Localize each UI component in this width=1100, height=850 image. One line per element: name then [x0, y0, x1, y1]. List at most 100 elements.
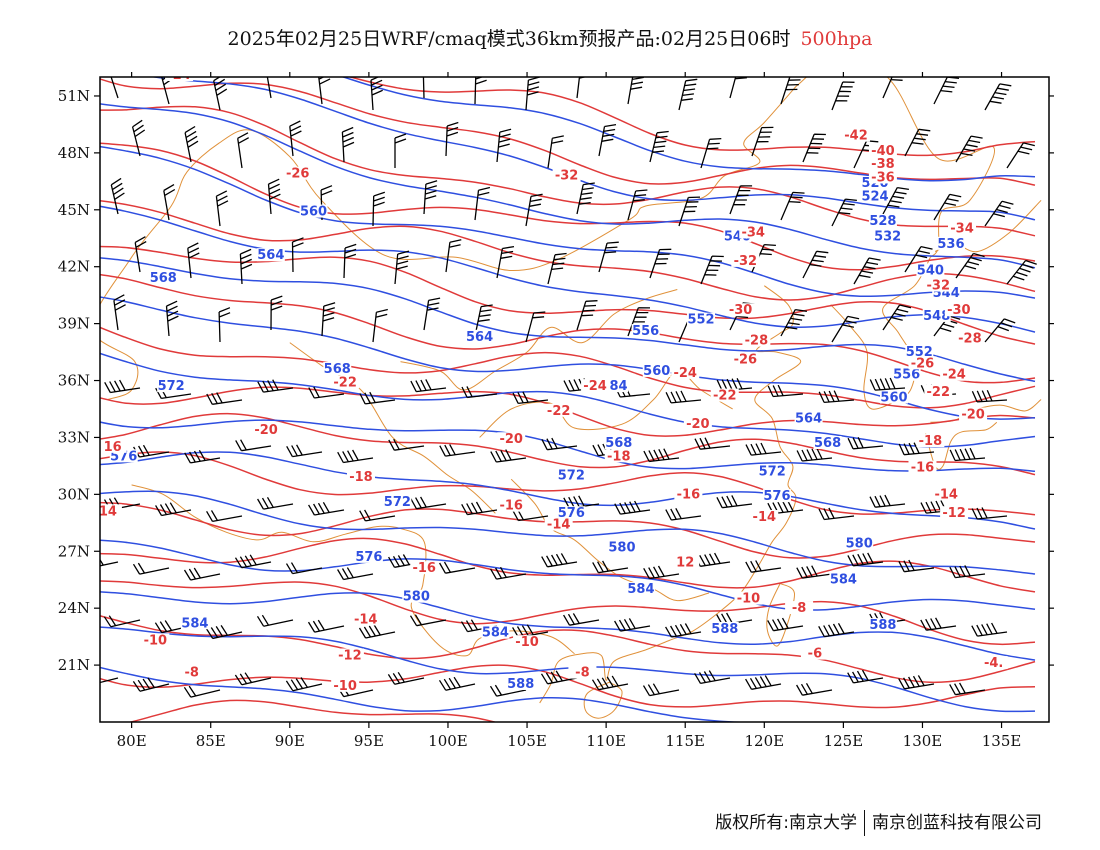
height-label-bg	[465, 329, 494, 343]
wind-barb	[234, 672, 272, 686]
temp-label-bg	[731, 253, 760, 267]
wind-barb	[343, 243, 357, 279]
wind-barb	[267, 178, 281, 215]
wind-barb	[541, 437, 578, 451]
wind-barb	[869, 377, 906, 391]
wind-barb	[614, 500, 651, 515]
height-label-bg	[873, 229, 902, 243]
wind-barb	[257, 496, 294, 510]
temperature-contour-label: -32	[734, 254, 758, 269]
lat-tick-label: 30N	[58, 485, 90, 503]
wind-barb	[614, 618, 651, 632]
wind-barb	[802, 133, 826, 163]
wind-barb	[847, 437, 884, 450]
height-label-bg	[922, 308, 951, 322]
lon-tick-label: 80E	[117, 732, 147, 750]
temperature-contour-label: -12	[942, 506, 966, 521]
temperature-contour	[100, 200, 1036, 301]
wind-barb	[370, 77, 383, 111]
wind-barb	[394, 133, 407, 168]
wind-barb	[949, 682, 986, 696]
height-contour-label: 524	[861, 189, 888, 204]
height-label-bg	[892, 367, 921, 381]
temperature-contour-label: -14	[934, 487, 958, 502]
temp-label-bg	[335, 648, 364, 662]
height-contour	[100, 296, 1036, 420]
height-contour	[100, 257, 1036, 383]
temperature-contour-label: -10	[515, 635, 539, 650]
temperature-contour-label: -24	[673, 366, 697, 381]
height-label-bg	[323, 362, 352, 376]
wind-barb	[388, 554, 425, 568]
temperature-contour	[100, 412, 1036, 476]
wind-barb	[649, 130, 669, 163]
temperature-contour	[100, 580, 1036, 646]
wind-barb	[984, 318, 1016, 343]
wind-barb	[729, 77, 747, 99]
height-contour	[100, 626, 1036, 713]
wind-barb	[780, 308, 807, 337]
lon-tick-label: 120E	[745, 732, 785, 750]
temperature-contour-label: -16	[677, 487, 701, 502]
height-contour-label: 588	[711, 622, 738, 637]
temp-label-bg	[940, 506, 969, 520]
temp-label-bg	[868, 143, 897, 157]
lon-tick-label: 90E	[275, 732, 305, 750]
height-contour	[100, 205, 1036, 333]
wind-barb	[337, 449, 374, 464]
wind-barb	[155, 502, 192, 517]
height-label-bg	[402, 589, 431, 603]
height-contour-label: 584	[482, 626, 509, 641]
wind-barb	[372, 191, 386, 227]
height-label-bg	[299, 204, 328, 218]
temperature-contour-label: -26	[734, 353, 758, 368]
height-contour-label: 532	[874, 229, 901, 244]
wind-barb	[627, 189, 648, 221]
border-line	[830, 256, 931, 410]
lat-tick-label: 36N	[58, 372, 90, 390]
wind-barb	[541, 553, 578, 568]
wind-barb	[882, 77, 903, 99]
temperature-contour	[100, 664, 1036, 709]
wind-barb	[474, 186, 491, 221]
wind-barb	[627, 307, 651, 337]
wind-barb	[598, 241, 619, 273]
height-label-bg	[762, 489, 791, 503]
wind-barb	[410, 379, 447, 393]
wind-barb	[525, 77, 540, 111]
lon-tick-label: 125E	[824, 732, 864, 750]
border-line	[539, 285, 802, 704]
wind-barb	[474, 304, 493, 337]
height-label-bg	[604, 436, 633, 450]
wind-barb	[133, 444, 170, 458]
wind-barb	[165, 300, 179, 337]
wind-barb	[496, 128, 512, 163]
height-contour-label: 564	[795, 411, 822, 426]
wind-barb	[767, 384, 804, 398]
wind-barb	[372, 308, 388, 343]
wind-barb	[818, 507, 855, 521]
wind-barb	[882, 186, 909, 215]
temperature-contour	[100, 615, 1036, 684]
wind-barb	[308, 386, 345, 399]
wind-barb	[1006, 259, 1037, 285]
wind-barb	[933, 77, 960, 105]
wind-barb	[341, 126, 355, 163]
lat-tick-label: 39N	[58, 315, 90, 333]
temp-label-bg	[924, 384, 953, 398]
copyright-footer: 版权所有:南京大学 南京创蓝科技有限公司	[715, 808, 1042, 836]
height-contour-label: 584	[181, 616, 208, 631]
wind-barb	[256, 614, 294, 627]
wind-barb	[387, 671, 425, 685]
wind-barb	[110, 177, 125, 215]
temp-label-bg	[750, 510, 779, 524]
wind-barb	[134, 236, 147, 273]
temperature-contour-label: -20	[254, 423, 278, 438]
wind-barb	[882, 304, 912, 331]
wind-barb	[949, 565, 986, 579]
wind-barb	[818, 390, 855, 404]
temp-label-bg	[916, 434, 945, 448]
height-contour-label: 564	[466, 330, 493, 345]
wind-barb	[110, 77, 119, 99]
height-contour-label: 576	[763, 489, 790, 504]
